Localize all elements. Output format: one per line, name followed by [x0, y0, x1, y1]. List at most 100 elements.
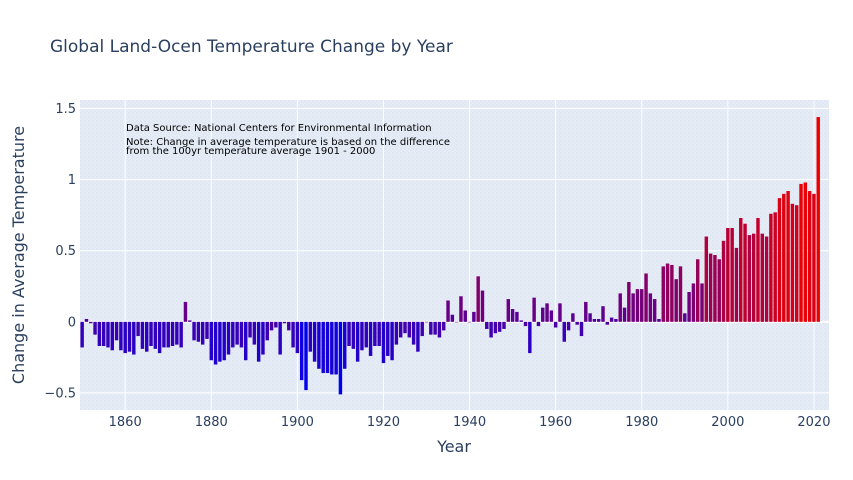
bar-1962 [562, 321, 566, 342]
annotation-note-line1: Note: Change in average temperature is b… [126, 137, 450, 148]
bar-1946 [493, 321, 498, 334]
bar-1983 [652, 299, 657, 322]
bar-1894 [269, 321, 274, 331]
bar-1965 [575, 321, 579, 325]
bar-2015 [790, 203, 795, 322]
bar-1858 [114, 321, 119, 341]
annotation-note-line2: from the 100yr temperature average 1901 … [126, 146, 375, 157]
bar-2012 [777, 198, 782, 322]
bar-1992 [691, 283, 696, 322]
x-tick-label: 1900 [281, 415, 314, 430]
bar-1899 [291, 321, 295, 348]
bar-1977 [627, 282, 631, 322]
bar-1895 [274, 321, 278, 328]
bar-1939 [463, 310, 467, 322]
x-tick-label: 1940 [453, 415, 486, 430]
bar-1862 [132, 321, 136, 355]
y-axis-ticks: −0.5 0 0.5 1 1.5 [44, 102, 76, 401]
bar-1998 [717, 259, 721, 322]
bar-1936 [450, 314, 455, 322]
bar-1888 [244, 321, 248, 361]
bar-1972 [605, 321, 610, 325]
bar-1869 [162, 321, 166, 348]
bar-1876 [192, 321, 196, 341]
bar-1997 [713, 255, 717, 322]
bar-1926 [407, 321, 412, 338]
bar-1929 [420, 321, 424, 337]
bar-1893 [265, 321, 269, 341]
bar-1881 [213, 321, 218, 365]
bar-1935 [446, 300, 450, 322]
bar-1963 [566, 321, 571, 331]
bar-1898 [287, 321, 291, 331]
bar-1961 [558, 303, 562, 322]
bar-1931 [429, 321, 433, 335]
bar-1872 [175, 321, 179, 345]
y-tick-label: 0 [68, 315, 76, 330]
y-tick-label: −0.5 [44, 386, 76, 401]
bar-1857 [110, 321, 115, 351]
bar-1875 [188, 320, 192, 322]
bar-1927 [411, 321, 416, 345]
bar-1870 [166, 321, 170, 348]
x-axis-title: Year [436, 437, 471, 456]
bar-1880 [209, 321, 214, 361]
bar-1855 [101, 321, 106, 347]
bar-1864 [140, 321, 145, 349]
bar-1912 [347, 321, 351, 347]
bar-2004 [743, 223, 747, 322]
y-tick-label: 1 [68, 173, 76, 188]
bar-1959 [549, 310, 554, 322]
bar-1903 [308, 321, 313, 352]
bar-2014 [786, 191, 790, 322]
bar-1887 [239, 321, 244, 348]
bar-1884 [226, 321, 231, 355]
bar-1897 [282, 321, 287, 324]
bar-1930 [424, 321, 429, 323]
bar-1851 [84, 318, 89, 322]
bar-1988 [674, 279, 678, 322]
bar-2009 [764, 236, 769, 322]
bar-2021 [816, 117, 820, 322]
bar-2006 [751, 233, 756, 322]
bar-1947 [497, 321, 502, 332]
bar-1942 [476, 276, 480, 322]
bar-1990 [683, 313, 687, 322]
bar-1925 [403, 321, 407, 334]
bar-1969 [592, 318, 597, 322]
bars [80, 117, 820, 395]
bar-1953 [523, 321, 528, 327]
bar-1968 [588, 313, 592, 322]
bar-1995 [704, 236, 709, 322]
bar-2007 [756, 218, 760, 322]
bar-1868 [157, 321, 162, 354]
bar-1914 [355, 321, 360, 362]
bar-1994 [700, 283, 704, 322]
bar-1908 [330, 321, 334, 375]
bar-1873 [179, 321, 183, 348]
bar-1999 [721, 240, 726, 322]
annotation-source: Data Source: National Centers for Enviro… [126, 123, 432, 134]
bar-1979 [635, 289, 640, 322]
bar-1941 [472, 311, 476, 322]
bar-1904 [312, 321, 317, 362]
bar-1896 [278, 321, 282, 355]
bar-1867 [153, 321, 158, 349]
bar-1922 [390, 321, 394, 361]
bar-2019 [807, 191, 812, 322]
bar-1854 [97, 321, 102, 347]
bar-1892 [261, 321, 265, 355]
plot-area [80, 100, 829, 410]
bar-1948 [502, 321, 506, 329]
bar-1981 [644, 273, 648, 322]
bar-1949 [506, 299, 511, 322]
bar-1933 [437, 321, 442, 338]
bar-1951 [515, 311, 519, 322]
x-tick-label: 1980 [625, 415, 658, 430]
bar-1907 [325, 321, 330, 374]
bar-1920 [381, 321, 386, 364]
bar-1923 [394, 321, 399, 345]
bar-2017 [799, 183, 803, 322]
bar-1906 [321, 321, 325, 374]
